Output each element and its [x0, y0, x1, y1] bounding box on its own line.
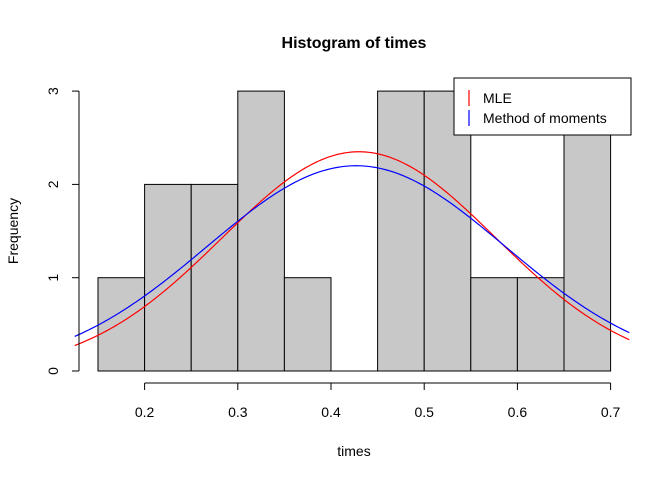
y-tick-label: 0: [45, 367, 61, 375]
legend-label: MLE: [483, 90, 512, 106]
histogram-bars: [97, 90, 612, 372]
x-tick-label: 0.7: [601, 404, 621, 420]
x-tick-label: 0.2: [135, 404, 155, 420]
legend: MLE Method of moments: [453, 77, 632, 136]
legend-box: [453, 77, 632, 136]
y-axis: 0 1 2 3: [45, 87, 80, 375]
chart-title: Histogram of times: [282, 35, 427, 52]
x-tick-label: 0.5: [414, 404, 434, 420]
x-axis-label: times: [337, 443, 370, 459]
y-tick-label: 3: [45, 87, 61, 95]
histogram-bar: [377, 90, 425, 372]
histogram-bar: [97, 277, 146, 372]
histogram-bar: [516, 277, 565, 372]
histogram-bar: [237, 90, 285, 372]
x-axis: 0.2 0.3 0.4 0.5 0.6 0.7: [135, 382, 621, 420]
x-tick-label: 0.3: [228, 404, 248, 420]
y-tick-label: 1: [45, 274, 61, 282]
density-curves: [74, 151, 630, 347]
histogram-bar: [283, 277, 332, 372]
histogram-bar: [190, 183, 239, 372]
histogram-bar: [470, 277, 518, 372]
histogram-bar: [423, 90, 472, 372]
mle-curve: [74, 151, 630, 347]
legend-label: Method of moments: [483, 110, 607, 126]
method-of-moments-curve: [74, 165, 630, 337]
y-axis-label: Frequency: [5, 198, 21, 264]
y-tick-label: 2: [45, 180, 61, 188]
x-tick-label: 0.4: [321, 404, 341, 420]
histogram-bar: [144, 183, 192, 372]
histogram-bar: [563, 90, 612, 372]
x-tick-label: 0.6: [508, 404, 528, 420]
